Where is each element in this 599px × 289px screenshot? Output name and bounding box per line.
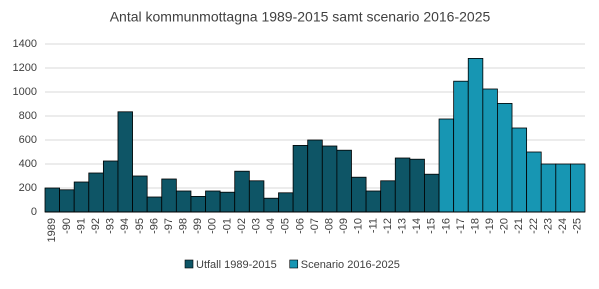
bar bbox=[409, 158, 425, 213]
x-tick-label: -14 bbox=[411, 218, 423, 234]
y-tick-label: 0 bbox=[31, 206, 37, 218]
x-tick-label: -03 bbox=[251, 218, 263, 234]
legend-swatch bbox=[184, 259, 194, 269]
x-tick-label: -18 bbox=[469, 218, 481, 234]
bar bbox=[380, 180, 396, 213]
bar bbox=[540, 163, 557, 213]
y-tick-label: 1400 bbox=[13, 38, 37, 50]
x-tick-label: -95 bbox=[134, 218, 146, 234]
bar bbox=[219, 191, 236, 213]
bar bbox=[263, 197, 279, 213]
x-tick-label: -04 bbox=[265, 218, 277, 234]
bar bbox=[497, 103, 513, 213]
x-tick-label: -22 bbox=[528, 218, 540, 234]
y-tick-label: 1200 bbox=[13, 62, 37, 74]
x-tick-label: -17 bbox=[455, 218, 467, 234]
x-tick-label: -01 bbox=[221, 218, 233, 234]
x-tick-label: -05 bbox=[280, 218, 292, 234]
x-tick-label: -11 bbox=[367, 218, 379, 233]
bar bbox=[526, 151, 542, 213]
x-tick-label: -25 bbox=[572, 218, 584, 234]
bar bbox=[453, 80, 469, 213]
x-tick-label: -02 bbox=[236, 218, 248, 234]
y-tick-label: 200 bbox=[19, 182, 37, 194]
x-tick-label: -90 bbox=[61, 218, 73, 234]
x-tick-label: -23 bbox=[542, 218, 554, 234]
bar bbox=[102, 160, 119, 213]
bar bbox=[555, 163, 571, 213]
x-tick-label: -92 bbox=[90, 218, 102, 234]
bar bbox=[438, 118, 455, 213]
bar bbox=[132, 175, 148, 213]
x-tick-label: -97 bbox=[163, 218, 175, 234]
chart-title: Antal kommunmottagna 1989-2015 samt scen… bbox=[110, 9, 491, 25]
bar bbox=[321, 145, 338, 213]
y-tick-label: 400 bbox=[19, 158, 37, 170]
bar bbox=[424, 173, 440, 213]
bar bbox=[117, 111, 133, 213]
x-tick-label: -24 bbox=[557, 218, 569, 234]
x-tick-label: -08 bbox=[324, 218, 336, 234]
y-tick-label: 600 bbox=[19, 134, 37, 146]
bar bbox=[467, 58, 484, 213]
bar bbox=[175, 190, 192, 213]
x-tick-label: -00 bbox=[207, 218, 219, 234]
bar bbox=[511, 127, 528, 213]
x-tick-label: -15 bbox=[426, 218, 438, 234]
x-tick-label: -09 bbox=[338, 218, 350, 234]
bar bbox=[351, 176, 367, 213]
bar bbox=[248, 180, 265, 213]
bar bbox=[336, 149, 352, 213]
bar bbox=[292, 144, 309, 213]
x-tick-label: -12 bbox=[382, 218, 394, 234]
bar bbox=[44, 187, 60, 213]
x-tick-label: -13 bbox=[396, 218, 408, 234]
x-tick-label: -21 bbox=[513, 218, 525, 234]
bar bbox=[394, 157, 411, 213]
bar bbox=[234, 170, 250, 213]
bar bbox=[278, 192, 294, 213]
bar bbox=[482, 88, 498, 213]
bar bbox=[307, 139, 323, 213]
bar bbox=[59, 189, 75, 213]
bar bbox=[73, 181, 90, 213]
x-tick-label: 1989 bbox=[46, 218, 58, 242]
x-tick-label: -98 bbox=[178, 218, 190, 234]
x-tick-label: -20 bbox=[499, 218, 511, 234]
bar bbox=[146, 196, 163, 213]
x-tick-label: -99 bbox=[192, 218, 204, 234]
legend-label: Scenario 2016-2025 bbox=[301, 259, 400, 271]
x-tick-label: -19 bbox=[484, 218, 496, 234]
legend-swatch bbox=[289, 259, 299, 269]
x-tick-label: -16 bbox=[440, 218, 452, 234]
x-tick-label: -96 bbox=[148, 218, 160, 234]
bar bbox=[205, 190, 221, 213]
bar bbox=[365, 190, 382, 213]
bar bbox=[190, 195, 206, 213]
x-tick-label: -93 bbox=[105, 218, 117, 234]
x-tick-label: -91 bbox=[75, 218, 87, 234]
y-tick-label: 1000 bbox=[13, 86, 37, 98]
x-tick-label: -94 bbox=[119, 218, 131, 234]
bar bbox=[570, 163, 586, 213]
x-tick-label: -10 bbox=[353, 218, 365, 234]
x-tick-label: -07 bbox=[309, 218, 321, 234]
x-tick-label: -06 bbox=[294, 218, 306, 234]
bar bbox=[88, 172, 104, 213]
legend-label: Utfall 1989-2015 bbox=[196, 259, 277, 271]
bar bbox=[161, 178, 177, 213]
y-tick-label: 800 bbox=[19, 110, 37, 122]
